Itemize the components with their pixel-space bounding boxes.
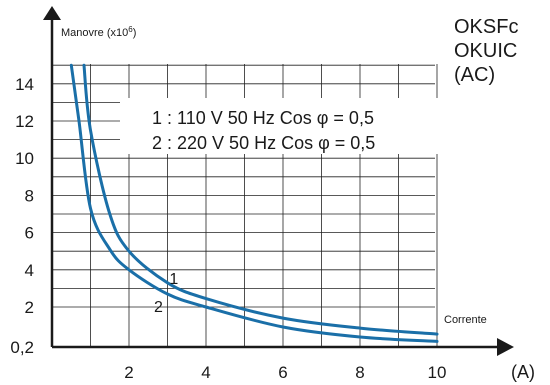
x-tick-label: 8 [355,363,364,382]
x-tick-label: 4 [201,363,210,382]
y-tick-label: 6 [25,224,34,243]
legend-entry-2: 2 : 220 V 50 Hz Cos φ = 0,5 [152,133,375,153]
series-label-1: 1 [169,271,178,288]
y-axis-arrow [43,6,61,20]
series-line-2 [69,63,439,343]
chart-title-line-1: OKSFc [454,16,519,38]
chart-title-line-2: OKUIC [454,40,518,62]
chart-title: OKSFc OKUIC (AC) [454,15,518,87]
x-tick-label: 6 [278,363,287,382]
legend-box [120,98,438,154]
y-axis-label: Manovre (x106) [61,25,136,39]
axes [43,6,514,356]
y-tick-label: 12 [15,112,34,131]
y-tick-label: 2 [25,298,34,317]
x-tick-label: 2 [124,363,133,382]
x-tick-label: 10 [428,363,447,382]
y-tick-label: 10 [15,149,34,168]
x-axis-label: Corrente [444,314,487,326]
legend: 1 : 110 V 50 Hz Cos φ = 0,5 2 : 220 V 50… [120,98,438,154]
series-layer: 12 [69,63,439,343]
chart-title-line-3: (AC) [454,64,496,86]
series-line-1 [82,63,439,336]
y-tick-label: 8 [25,186,34,205]
y-tick-label: 14 [15,75,34,94]
y-tick-label: 0,2 [10,338,34,357]
x-axis-arrow [497,338,514,356]
series-label-2: 2 [154,299,163,316]
x-axis-unit: (A) [511,362,535,382]
y-tick-label: 4 [25,261,34,280]
legend-entry-1: 1 : 110 V 50 Hz Cos φ = 0,5 [152,108,374,128]
